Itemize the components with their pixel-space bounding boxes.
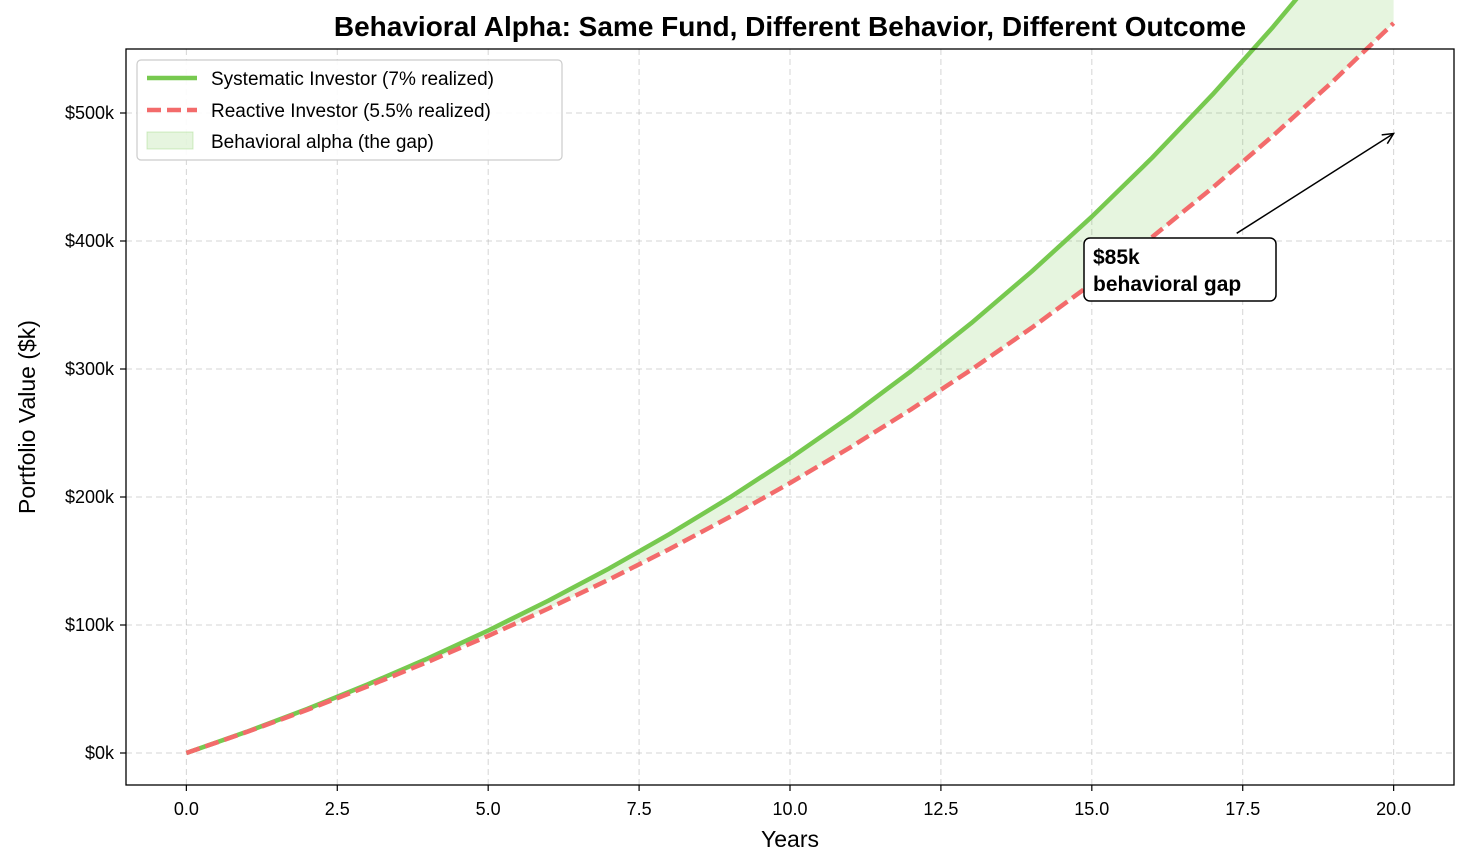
x-tick-label-7: 17.5 (1225, 799, 1260, 819)
legend-label-systematic: Systematic Investor (7% realized) (211, 69, 494, 90)
legend-box (136, 59, 563, 161)
legend-label-reactive: Reactive Investor (5.5% realized) (211, 101, 491, 122)
annotation-line-1: $85k (1093, 246, 1140, 269)
x-axis-label: Years (761, 826, 819, 852)
annotation-arrow (1236, 132, 1395, 234)
gap-fill (186, 0, 1394, 753)
legend-swatch-gap (146, 131, 194, 150)
x-tick-label-8: 20.0 (1376, 799, 1411, 819)
y-tick-label-2: $200k (65, 487, 115, 507)
x-tick-label-5: 12.5 (923, 799, 958, 819)
x-tick-label-6: 15.0 (1074, 799, 1109, 819)
annotation-line-2: behavioral gap (1093, 273, 1241, 296)
x-tick-label-0: 0.0 (174, 799, 199, 819)
x-axis-ticks: 0.0 2.5 5.0 7.5 10.0 12.5 15.0 17.5 20.0 (174, 785, 1411, 819)
y-tick-label-3: $300k (65, 359, 115, 379)
x-tick-label-1: 2.5 (325, 799, 350, 819)
y-tick-label-4: $400k (65, 231, 115, 251)
y-axis-label: Portfolio Value ($k) (14, 320, 40, 514)
x-tick-label-3: 7.5 (627, 799, 652, 819)
series-line-reactive (185, 21, 1396, 756)
gap-annotation: $85k behavioral gap (1083, 132, 1396, 302)
y-tick-label-5: $500k (65, 103, 115, 123)
y-axis-ticks: $0k $100k $200k $300k $400k $500k (65, 103, 126, 763)
legend-label-gap: Behavioral alpha (the gap) (211, 132, 434, 153)
annotation-box (1083, 237, 1277, 302)
legend: Systematic Investor (7% realized) Reacti… (136, 59, 563, 161)
chart-title: Behavioral Alpha: Same Fund, Different B… (334, 11, 1246, 42)
series-lines (185, 0, 1396, 756)
x-tick-label-2: 5.0 (476, 799, 501, 819)
y-tick-label-0: $0k (85, 743, 115, 763)
annotation-arrowhead (1381, 132, 1396, 145)
x-tick-label-4: 10.0 (772, 799, 807, 819)
gap-fill-area (186, 0, 1394, 753)
y-tick-label-1: $100k (65, 615, 115, 635)
series-line-systematic (185, 0, 1299, 756)
